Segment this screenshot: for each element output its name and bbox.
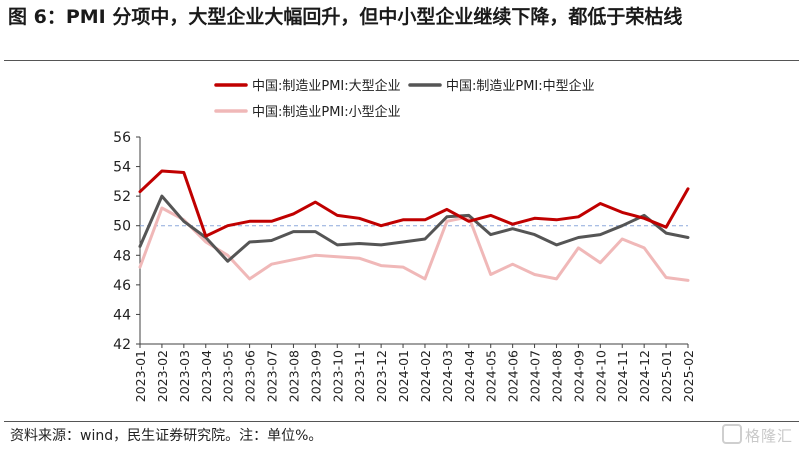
y-tick-label: 52: [113, 189, 131, 205]
x-tick-label: 2023-03: [177, 350, 192, 402]
x-tick-label: 2024-09: [571, 350, 586, 402]
x-tick-label: 2024-02: [418, 350, 433, 402]
x-tick-label: 2023-09: [308, 350, 323, 402]
x-tick-label: 2025-01: [659, 350, 674, 402]
legend-label-0: 中国:制造业PMI:大型企业: [252, 78, 401, 94]
x-tick-label: 2023-02: [155, 350, 170, 402]
x-tick-label: 2023-06: [243, 350, 258, 402]
title-divider: [4, 60, 799, 61]
x-tick-label: 2023-01: [133, 350, 148, 402]
x-tick-label: 2023-05: [221, 350, 236, 402]
x-tick-label: 2023-11: [352, 350, 367, 402]
series-line-1: [138, 194, 690, 263]
x-tick-label: 2024-04: [462, 350, 477, 402]
x-tick-label: 2023-04: [199, 350, 214, 402]
x-tick-label: 2023-10: [330, 350, 345, 402]
y-tick-label: 48: [113, 248, 131, 264]
legend-label-1: 中国:制造业PMI:中型企业: [446, 78, 595, 94]
source-note: 资料来源：wind，民生证券研究院。注：单位%。: [10, 428, 323, 444]
y-axis: 42 44 46 48 50 52 54 56: [113, 130, 141, 353]
series-line-0: [138, 169, 690, 238]
x-tick-label: 2023-07: [265, 350, 280, 402]
x-tick-label: 2024-01: [396, 350, 411, 402]
x-tick-label: 2024-08: [549, 350, 564, 402]
x-tick-label: 2024-11: [615, 350, 630, 402]
x-tick-label: 2023-12: [374, 350, 389, 402]
footer-divider: [4, 421, 799, 422]
x-tick-label: 2024-07: [528, 350, 543, 402]
x-tick-label: 2024-05: [484, 350, 499, 402]
watermark-text: 格隆汇: [744, 427, 793, 445]
y-tick-label: 54: [113, 160, 131, 176]
y-tick-label: 42: [113, 337, 131, 353]
legend-label-2: 中国:制造业PMI:小型企业: [252, 104, 401, 120]
y-tick-label: 44: [113, 307, 131, 323]
legend: 中国:制造业PMI:大型企业 中国:制造业PMI:中型企业中国:制造业PMI:小型…: [214, 78, 595, 120]
series-group: [138, 169, 690, 282]
y-tick-label: 46: [113, 278, 131, 294]
x-tick-label: 2024-10: [593, 350, 608, 402]
x-axis: 2023-01 2023-02 2023-03 2023-04 2023-05 2023-…: [133, 343, 696, 402]
y-tick-label: 50: [113, 219, 131, 235]
x-tick-label: 2023-08: [286, 350, 301, 402]
watermark-logo-icon: [721, 424, 742, 444]
x-tick-label: 2024-03: [440, 350, 455, 402]
x-tick-label: 2024-06: [506, 350, 521, 402]
chart-title: 图 6：PMI 分项中，大型企业大幅回升，但中小型企业继续下降，都低于荣枯线: [8, 6, 683, 28]
x-tick-label: 2024-12: [637, 350, 652, 402]
x-tick-label: 2025-02: [681, 350, 696, 402]
watermark: 格隆汇: [721, 424, 793, 446]
y-tick-label: 56: [113, 130, 131, 146]
